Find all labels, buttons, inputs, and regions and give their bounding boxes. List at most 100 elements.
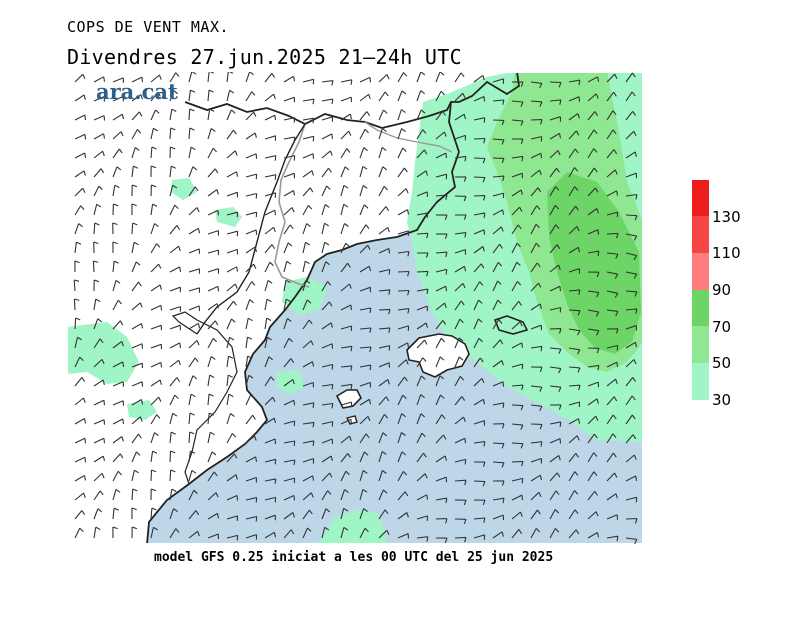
wind-barb-flag bbox=[482, 177, 486, 183]
wind-barb bbox=[359, 416, 369, 425]
wind-barb-flag bbox=[616, 233, 619, 239]
wind-barb bbox=[321, 301, 330, 311]
wind-barb bbox=[606, 290, 618, 294]
wind-barb bbox=[93, 204, 98, 216]
wind-barb bbox=[492, 319, 500, 330]
wind-barb bbox=[359, 470, 364, 482]
wind-barb-flag bbox=[119, 453, 124, 459]
wind-barb bbox=[245, 281, 253, 292]
wind-barb bbox=[587, 111, 596, 121]
wind-barb bbox=[302, 492, 312, 501]
wind-barb bbox=[131, 166, 134, 178]
wind-barb-flag bbox=[616, 362, 619, 368]
wind-barb bbox=[359, 307, 371, 311]
wind-barb bbox=[226, 433, 233, 444]
wind-barb-flag bbox=[480, 263, 485, 269]
wind-barb-flag bbox=[286, 318, 292, 322]
wind-barb-flag bbox=[443, 434, 447, 440]
wind-barb bbox=[207, 72, 210, 83]
wind-barb-flag bbox=[498, 319, 503, 324]
wind-barb-flag bbox=[540, 153, 543, 159]
wind-barb-flag bbox=[208, 412, 214, 416]
wind-barb-flag bbox=[616, 345, 619, 351]
wind-barb-flag bbox=[103, 400, 106, 406]
wind-barb-flag bbox=[520, 424, 524, 430]
wind-barb bbox=[435, 375, 441, 387]
wind-barb-flag bbox=[134, 147, 140, 151]
wind-barb bbox=[283, 378, 294, 387]
wind-barb-flag bbox=[271, 244, 276, 249]
wind-barb-flag bbox=[539, 424, 543, 430]
wind-barb-flag bbox=[595, 415, 599, 421]
wind-barb bbox=[625, 434, 634, 444]
wind-barb-flag bbox=[290, 529, 295, 535]
wind-barb bbox=[150, 243, 158, 254]
wind-barb-flag bbox=[253, 435, 257, 441]
wind-barb bbox=[454, 265, 465, 273]
wind-barb-flag bbox=[464, 156, 467, 162]
wind-barb-flag bbox=[255, 516, 258, 522]
wind-barb-flag bbox=[482, 158, 486, 164]
wind-barb-flag bbox=[614, 169, 618, 175]
wind-barb bbox=[473, 517, 485, 520]
wind-barb bbox=[264, 192, 276, 197]
wind-barb bbox=[606, 414, 614, 425]
wind-barb-flag bbox=[131, 203, 137, 207]
wind-barb-flag bbox=[426, 271, 429, 277]
wind-barb-flag bbox=[539, 406, 543, 412]
wind-barb bbox=[549, 285, 561, 292]
wind-barb-flag bbox=[217, 286, 220, 292]
wind-barb-flag bbox=[539, 101, 543, 107]
wind-barb-flag bbox=[615, 253, 619, 259]
wind-barb bbox=[587, 490, 596, 501]
wind-barb-flag bbox=[170, 431, 176, 435]
wind-barb bbox=[435, 302, 445, 311]
wind-barb-flag bbox=[172, 412, 178, 417]
gust-30-50-zone-south bbox=[317, 510, 387, 544]
wind-barb-flag bbox=[595, 511, 599, 517]
wind-barb bbox=[378, 289, 390, 292]
wind-barb-flag bbox=[253, 111, 257, 117]
wind-barb-flag bbox=[326, 185, 331, 190]
wind-barb-flag bbox=[134, 469, 139, 474]
wind-barb bbox=[188, 72, 193, 83]
wind-barb bbox=[625, 91, 633, 102]
wind-barb bbox=[568, 268, 580, 273]
wind-barb bbox=[245, 337, 249, 349]
wind-barb-flag bbox=[444, 214, 448, 220]
wind-barb bbox=[207, 375, 211, 387]
wind-barb bbox=[340, 345, 352, 349]
wind-barb-flag bbox=[154, 223, 159, 228]
wind-barb bbox=[245, 515, 257, 520]
wind-barb-flag bbox=[388, 269, 391, 275]
wind-barb bbox=[321, 167, 329, 178]
wind-barb bbox=[321, 421, 333, 425]
wind-barb bbox=[207, 268, 219, 273]
wind-barb bbox=[264, 299, 268, 311]
wind-barb bbox=[131, 399, 142, 406]
wind-barb bbox=[150, 507, 153, 520]
wind-barb bbox=[150, 396, 160, 406]
wind-barb-flag bbox=[442, 320, 447, 325]
wind-barb bbox=[454, 155, 466, 159]
wind-barb bbox=[492, 243, 501, 254]
wind-barb bbox=[397, 359, 407, 368]
wind-barb bbox=[131, 416, 141, 425]
wind-barb-flag bbox=[423, 452, 427, 458]
wind-barb-flag bbox=[596, 272, 600, 278]
wind-barb-flag bbox=[274, 210, 277, 216]
wind-barb-flag bbox=[594, 491, 598, 496]
wind-barb bbox=[131, 323, 142, 330]
wind-barb bbox=[416, 339, 425, 349]
wind-barb-flag bbox=[249, 72, 254, 76]
wind-barb bbox=[245, 263, 255, 273]
wind-barb-flag bbox=[459, 376, 465, 381]
wind-barb bbox=[264, 318, 268, 330]
wind-barb bbox=[283, 117, 295, 121]
wind-barb-flag bbox=[331, 99, 334, 105]
wind-barb-flag bbox=[421, 375, 426, 380]
wind-barb-flag bbox=[343, 184, 349, 189]
wind-barb bbox=[283, 477, 295, 482]
wind-barb bbox=[264, 417, 275, 425]
wind-barb bbox=[378, 345, 390, 349]
